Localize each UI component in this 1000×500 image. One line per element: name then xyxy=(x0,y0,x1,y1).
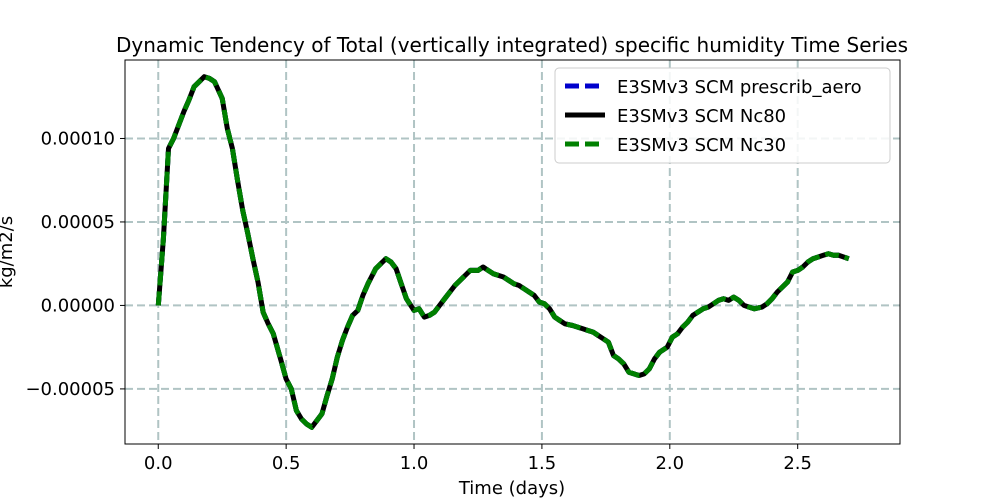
series-line-2 xyxy=(155,74,850,430)
legend-label: E3SMv3 SCM Nc80 xyxy=(617,106,786,127)
legend-label: E3SMv3 SCM prescrib_aero xyxy=(617,77,862,98)
x-axis-label: Time (days) xyxy=(458,478,565,499)
x-axis: 0.0 0.5 1.0 1.5 2.0 2.5 xyxy=(144,444,812,474)
y-tick-label: 0.00010 xyxy=(41,128,115,149)
x-tick-label: 0.5 xyxy=(272,453,301,474)
plot-frame xyxy=(124,59,901,445)
legend: E3SMv3 SCM prescrib_aero E3SMv3 SCM Nc80 E… xyxy=(554,67,891,164)
x-tick-label: 2.0 xyxy=(655,453,684,474)
legend-label: E3SMv3 SCM Nc30 xyxy=(617,135,786,156)
x-tick-label: 1.5 xyxy=(528,453,557,474)
x-tick-label: 2.5 xyxy=(783,453,812,474)
y-tick-label: 0.00000 xyxy=(41,295,115,316)
legend-box xyxy=(554,67,891,164)
y-tick-label: 0.00005 xyxy=(41,212,115,233)
y-tick-label: −0.00005 xyxy=(25,379,115,400)
chart-title: Dynamic Tendency of Total (vertically in… xyxy=(116,33,908,57)
y-axis: −0.00005 0.00000 0.00005 0.00010 xyxy=(25,128,125,400)
x-tick-label: 1.0 xyxy=(400,453,429,474)
x-tick-label: 0.0 xyxy=(144,453,173,474)
y-axis-label: kg/m2/s xyxy=(0,216,17,288)
series-layer xyxy=(155,74,850,430)
grid xyxy=(125,60,900,444)
